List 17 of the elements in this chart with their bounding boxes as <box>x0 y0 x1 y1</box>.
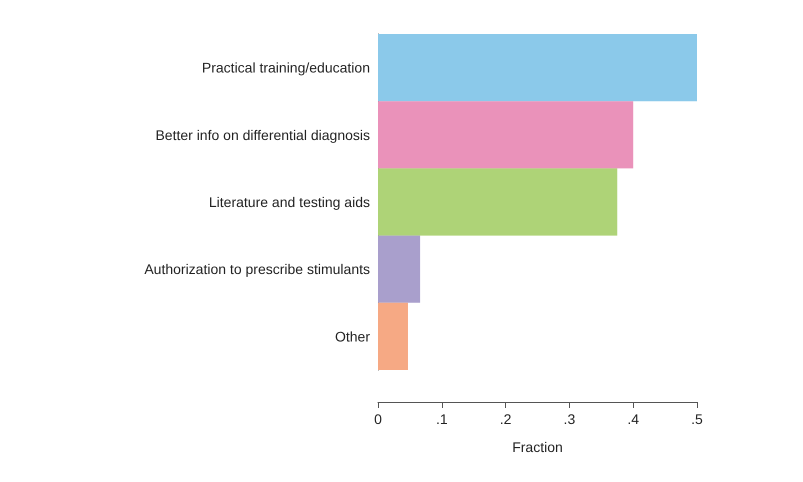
bar <box>378 168 618 236</box>
bar <box>378 302 408 370</box>
y-tick-label: Practical training/education <box>202 60 370 76</box>
x-tick-label: 0 <box>374 411 382 427</box>
bar <box>378 236 420 303</box>
bar <box>378 34 697 102</box>
y-tick-label: Literature and testing aids <box>208 194 370 210</box>
y-tick-label: Other <box>334 328 370 344</box>
x-tick-label: .5 <box>691 411 704 427</box>
y-tick-label: Authorization to prescribe stimulants <box>144 261 370 278</box>
x-tick-label: .1 <box>436 411 448 427</box>
x-tick-label: .3 <box>564 411 576 427</box>
x-tick-label: .2 <box>500 411 512 427</box>
x-tick-label: .4 <box>627 411 640 427</box>
x-axis-title: Fraction <box>512 439 563 455</box>
y-tick-label: Better info on differential diagnosis <box>155 126 370 143</box>
bar <box>378 101 634 168</box>
